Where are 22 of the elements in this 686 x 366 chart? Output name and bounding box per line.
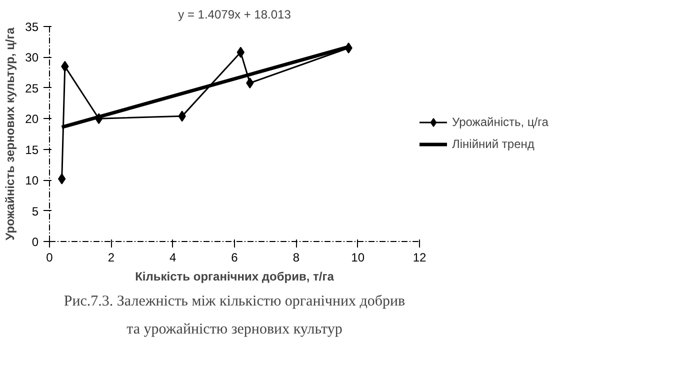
y-tick-label: 5 [32, 204, 39, 218]
x-tick-label: 2 [108, 250, 115, 264]
text: y = 1.4079x + 18.013 [178, 8, 292, 22]
y-tick-label: 35 [25, 20, 39, 34]
y-tick-label: 0 [32, 235, 39, 249]
y-tick-label: 25 [25, 81, 39, 96]
y-tick-label: 30 [25, 50, 39, 65]
x-tick-label: 4 [169, 250, 176, 264]
legend-label: Урожайність, ц/га [452, 115, 548, 129]
x-tick-label: 0 [46, 250, 54, 264]
text: та урожайністю зернових культур [126, 322, 342, 338]
x-tick-label: 10 [351, 250, 365, 264]
x-axis-title: Кількість органічних добрив, т/га [135, 270, 334, 284]
text: Рис.7.3. Залежність між кількістю органічних добрив [64, 294, 406, 310]
x-tick-label: 8 [292, 250, 300, 264]
y-tick-label: 15 [25, 142, 39, 157]
y-axis-title: Урожайність зернових культур, ц/га [3, 27, 18, 240]
x-tick-label: 12 [412, 250, 426, 264]
y-tick-label: 10 [25, 174, 39, 188]
legend-label: Лінійний тренд [452, 137, 534, 151]
y-tick-label: 20 [25, 112, 39, 126]
x-tick-label: 6 [231, 250, 238, 264]
